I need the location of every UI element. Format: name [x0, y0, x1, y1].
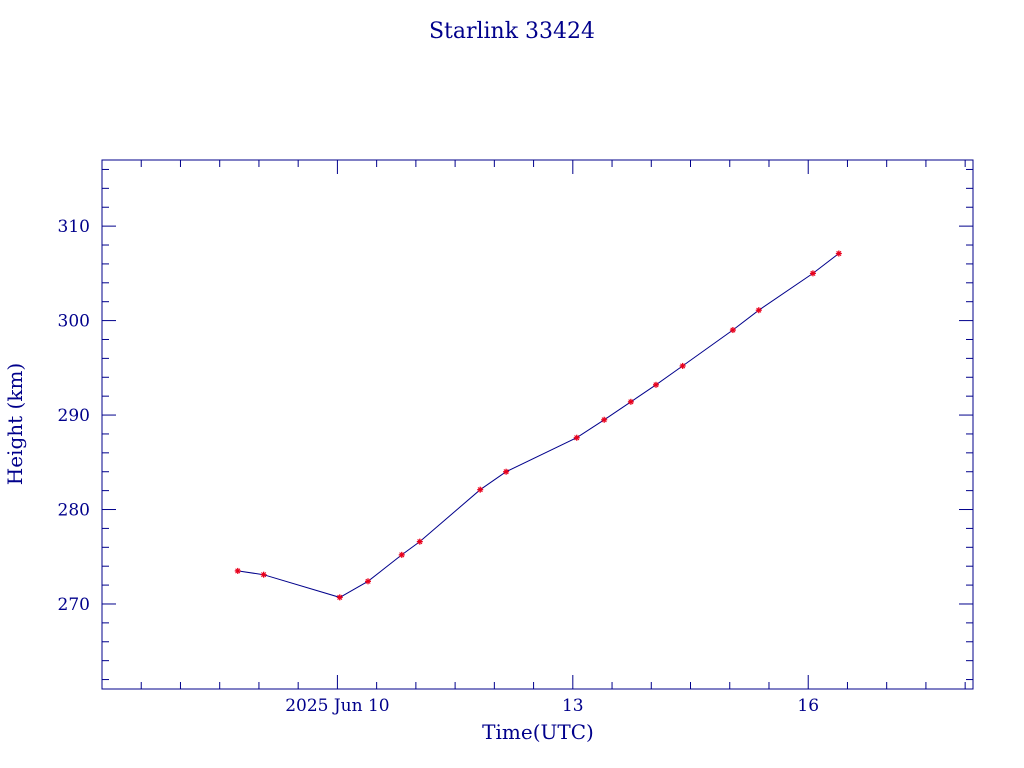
y-tick-label: 280: [58, 501, 90, 521]
y-axis-label: Height (km): [3, 363, 27, 485]
y-tick-label: 300: [58, 312, 90, 332]
data-point: [398, 551, 405, 558]
data-point: [835, 250, 842, 257]
axis-ticks: [101, 160, 973, 689]
data-point: [755, 307, 762, 314]
data-point: [679, 362, 686, 369]
y-tick-label: 290: [58, 406, 90, 426]
data-point: [365, 578, 372, 585]
data-point: [234, 567, 241, 574]
data-point: [477, 486, 484, 493]
x-tick-labels: 2025 Jun 10 13 16: [285, 696, 819, 716]
data-point: [573, 434, 580, 441]
series-line: [237, 253, 840, 598]
data-point: [416, 538, 423, 545]
data-point: [652, 381, 659, 388]
data-point: [336, 594, 343, 601]
chart-title: Starlink 33424: [429, 19, 595, 44]
data-point: [503, 468, 510, 475]
data-series: [234, 250, 842, 601]
y-tick-labels: 270 280 290 300 310: [58, 217, 90, 615]
x-tick-label: 2025 Jun 10: [285, 696, 389, 716]
x-tick-label: 13: [562, 696, 584, 716]
data-point: [627, 398, 634, 405]
data-point: [260, 571, 267, 578]
data-point: [729, 327, 736, 334]
x-tick-label: 16: [797, 696, 819, 716]
data-point: [601, 416, 608, 423]
data-point: [809, 270, 816, 277]
x-axis-label: Time(UTC): [482, 720, 594, 744]
y-tick-label: 310: [58, 217, 90, 237]
y-tick-label: 270: [58, 595, 90, 615]
plot-frame: [101, 159, 974, 690]
